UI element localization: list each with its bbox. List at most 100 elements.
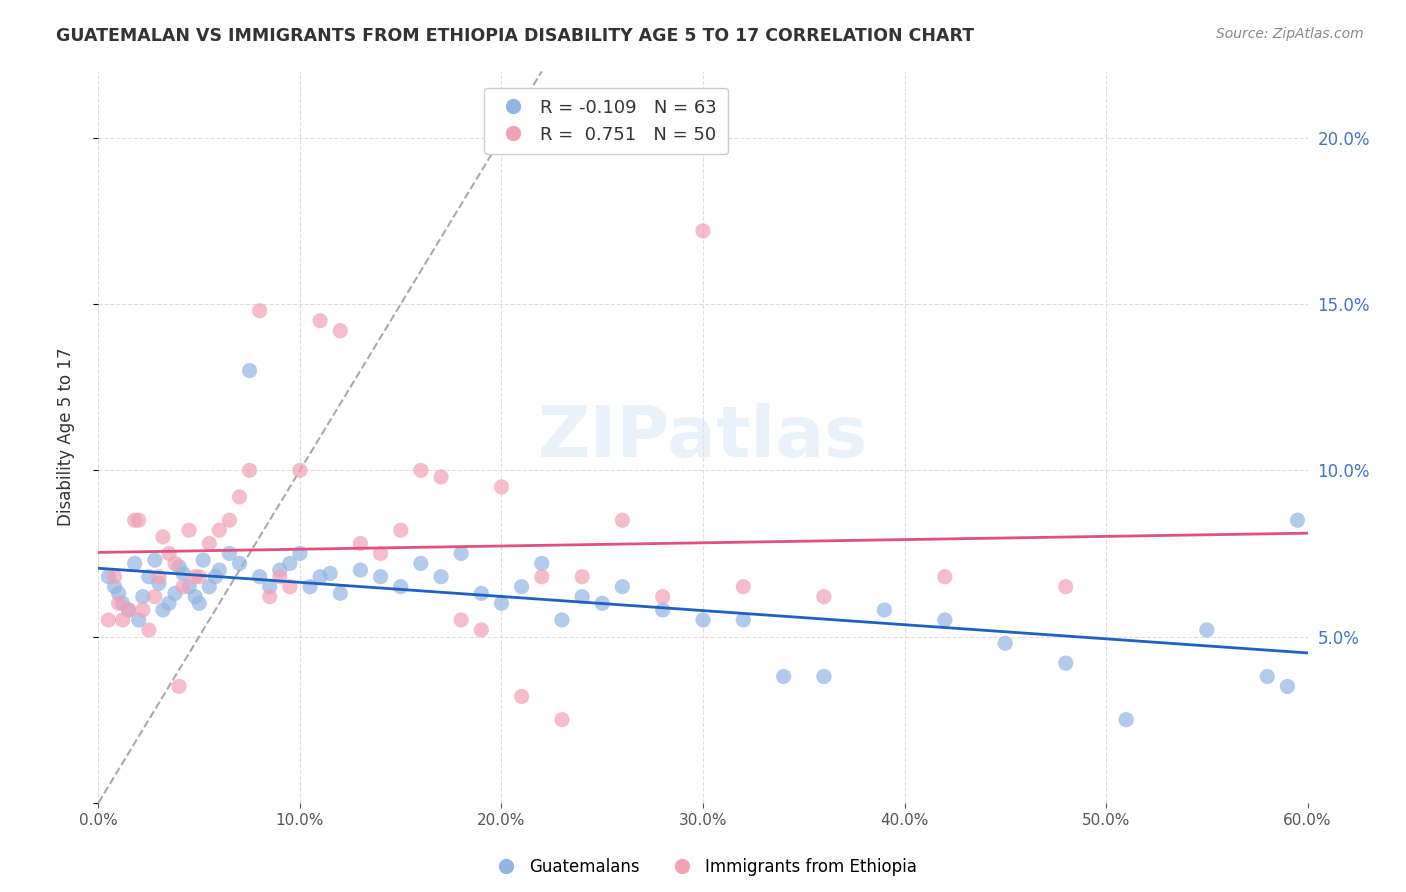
Point xyxy=(249,570,271,584)
Point xyxy=(349,536,371,550)
Point xyxy=(239,463,262,477)
Point xyxy=(218,546,240,560)
Point xyxy=(184,590,207,604)
Point xyxy=(188,596,211,610)
Point xyxy=(450,613,472,627)
Point xyxy=(430,470,453,484)
Point xyxy=(188,570,211,584)
Point xyxy=(143,553,166,567)
Point xyxy=(163,586,186,600)
Point xyxy=(138,623,160,637)
Point xyxy=(259,580,281,594)
Point xyxy=(124,513,146,527)
Point xyxy=(157,596,180,610)
Point xyxy=(288,463,311,477)
Point xyxy=(249,303,271,318)
Point xyxy=(172,566,194,581)
Point xyxy=(510,690,533,704)
Point xyxy=(143,590,166,604)
Point xyxy=(591,596,613,610)
Point xyxy=(288,546,311,560)
Point xyxy=(309,314,332,328)
Point xyxy=(152,530,174,544)
Point xyxy=(107,596,129,610)
Text: GUATEMALAN VS IMMIGRANTS FROM ETHIOPIA DISABILITY AGE 5 TO 17 CORRELATION CHART: GUATEMALAN VS IMMIGRANTS FROM ETHIOPIA D… xyxy=(56,27,974,45)
Point xyxy=(389,580,412,594)
Point xyxy=(167,680,190,694)
Point xyxy=(370,546,392,560)
Point xyxy=(389,523,412,537)
Point xyxy=(510,580,533,594)
Point xyxy=(1054,656,1077,670)
Point xyxy=(152,603,174,617)
Point xyxy=(111,613,134,627)
Point xyxy=(103,580,125,594)
Point xyxy=(208,563,231,577)
Point xyxy=(167,559,190,574)
Point xyxy=(107,586,129,600)
Point xyxy=(118,603,141,617)
Point xyxy=(97,613,120,627)
Point xyxy=(128,513,150,527)
Text: Source: ZipAtlas.com: Source: ZipAtlas.com xyxy=(1216,27,1364,41)
Point xyxy=(349,563,371,577)
Point xyxy=(259,590,281,604)
Point xyxy=(278,557,301,571)
Point xyxy=(228,557,250,571)
Point xyxy=(612,580,634,594)
Point xyxy=(1277,680,1299,694)
Point xyxy=(491,480,513,494)
Point xyxy=(772,669,794,683)
Point xyxy=(651,603,673,617)
Point xyxy=(269,570,291,584)
Point xyxy=(198,580,221,594)
Point xyxy=(118,603,141,617)
Point xyxy=(1115,713,1137,727)
Point xyxy=(994,636,1017,650)
Point xyxy=(218,513,240,527)
Point xyxy=(733,613,755,627)
Point xyxy=(530,557,553,571)
Point xyxy=(97,570,120,584)
Point xyxy=(1195,623,1218,637)
Point xyxy=(208,523,231,537)
Point xyxy=(157,546,180,560)
Point xyxy=(370,570,392,584)
Point xyxy=(1054,580,1077,594)
Point xyxy=(278,580,301,594)
Point xyxy=(409,557,432,571)
Point xyxy=(571,590,593,604)
Point xyxy=(319,566,342,581)
Point xyxy=(132,590,155,604)
Point xyxy=(470,586,492,600)
Point xyxy=(204,570,226,584)
Point xyxy=(138,570,160,584)
Y-axis label: Disability Age 5 to 17: Disability Age 5 to 17 xyxy=(56,348,75,526)
Point xyxy=(128,613,150,627)
Point xyxy=(551,713,574,727)
Point xyxy=(148,570,170,584)
Point xyxy=(934,613,956,627)
Point xyxy=(491,596,513,610)
Point xyxy=(470,623,492,637)
Point xyxy=(132,603,155,617)
Point xyxy=(813,669,835,683)
Point xyxy=(179,523,201,537)
Point xyxy=(124,557,146,571)
Legend: Guatemalans, Immigrants from Ethiopia: Guatemalans, Immigrants from Ethiopia xyxy=(482,851,924,882)
Point xyxy=(329,586,352,600)
Point xyxy=(409,463,432,477)
Point xyxy=(551,613,574,627)
Point xyxy=(299,580,322,594)
Point xyxy=(430,570,453,584)
Point xyxy=(193,553,215,567)
Point xyxy=(163,557,186,571)
Point xyxy=(1286,513,1309,527)
Text: ZIPatlas: ZIPatlas xyxy=(538,402,868,472)
Point xyxy=(184,570,207,584)
Point xyxy=(179,580,201,594)
Point xyxy=(228,490,250,504)
Point xyxy=(692,224,714,238)
Point xyxy=(571,570,593,584)
Point xyxy=(148,576,170,591)
